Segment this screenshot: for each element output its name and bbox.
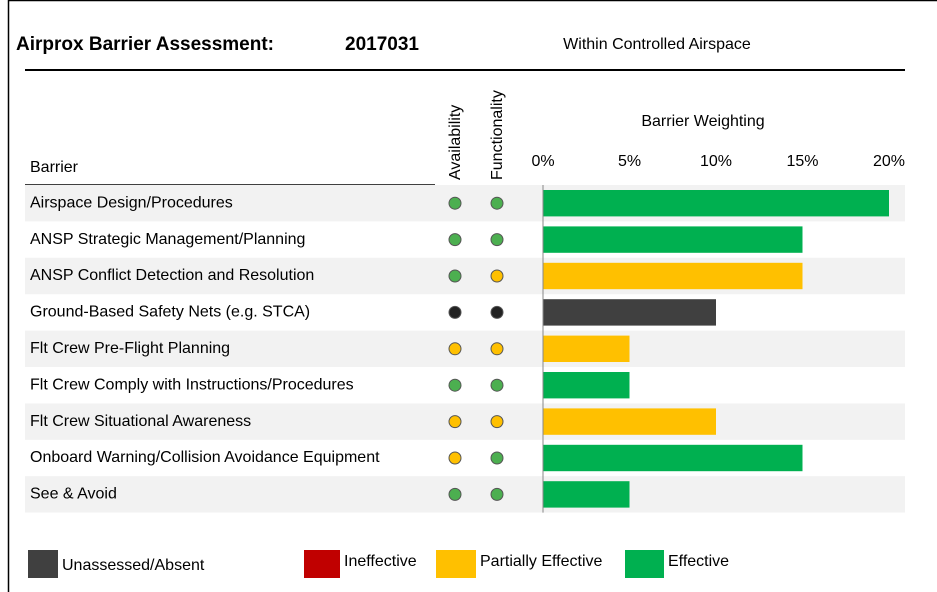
bar [543, 444, 803, 472]
category-label: Flt Crew Comply with Instructions/Proced… [30, 376, 354, 393]
legend-swatch [28, 550, 58, 578]
availability-dot [448, 415, 462, 429]
category-label: Flt Crew Situational Awareness [30, 413, 251, 430]
bar [543, 481, 630, 508]
row-band [25, 476, 905, 513]
functionality-dot [490, 378, 504, 392]
row-band [25, 403, 905, 440]
legend-swatch [625, 550, 664, 578]
axis-label: Barrier Weighting [641, 113, 764, 130]
functionality-dot [490, 196, 504, 210]
bar [543, 372, 630, 399]
subtitle: Within Controlled Airspace [563, 36, 751, 53]
functionality-dot [490, 487, 504, 501]
x-tick-label: 20% [873, 153, 905, 170]
bar [543, 262, 803, 290]
legend-label: Unassessed/Absent [62, 557, 205, 574]
availability-dot [448, 451, 462, 465]
availability-dot [448, 305, 462, 319]
legend-swatch [304, 550, 340, 578]
category-label: See & Avoid [30, 486, 117, 503]
availability-dot [448, 487, 462, 501]
category-label: ANSP Strategic Management/Planning [30, 231, 305, 248]
bar [543, 190, 889, 217]
category-label: Ground-Based Safety Nets (e.g. STCA) [30, 304, 310, 321]
x-tick-label: 15% [786, 153, 818, 170]
availability-dot [448, 196, 462, 210]
x-tick-label: 5% [618, 153, 641, 170]
chart-title: Airprox Barrier Assessment: [16, 34, 274, 55]
x-tick-label: 0% [531, 153, 554, 170]
category-label: Flt Crew Pre-Flight Planning [30, 340, 230, 357]
category-label: Onboard Warning/Collision Avoidance Equi… [30, 449, 380, 466]
functionality-dot [490, 305, 504, 319]
bar [543, 408, 716, 435]
functionality-dot [490, 233, 504, 247]
reference: 2017031 [345, 34, 419, 55]
category-header: Barrier [30, 159, 79, 176]
functionality-header: Functionality [489, 90, 506, 180]
bar [543, 226, 803, 253]
bar [543, 335, 630, 362]
category-label: ANSP Conflict Detection and Resolution [30, 267, 314, 284]
row-band [25, 330, 905, 367]
legend-label: Ineffective [344, 553, 417, 570]
category-label: Airspace Design/Procedures [30, 194, 233, 211]
legend-swatch [436, 550, 476, 578]
availability-header: Availability [447, 105, 464, 180]
availability-dot [448, 342, 462, 356]
functionality-dot [490, 415, 504, 429]
x-tick-label: 10% [700, 153, 732, 170]
availability-dot [448, 378, 462, 392]
legend-label: Effective [668, 553, 729, 570]
legend-label: Partially Effective [480, 553, 603, 570]
functionality-dot [490, 269, 504, 283]
bar [543, 299, 716, 326]
availability-dot [448, 269, 462, 283]
availability-dot [448, 233, 462, 247]
functionality-dot [490, 451, 504, 465]
functionality-dot [490, 342, 504, 356]
